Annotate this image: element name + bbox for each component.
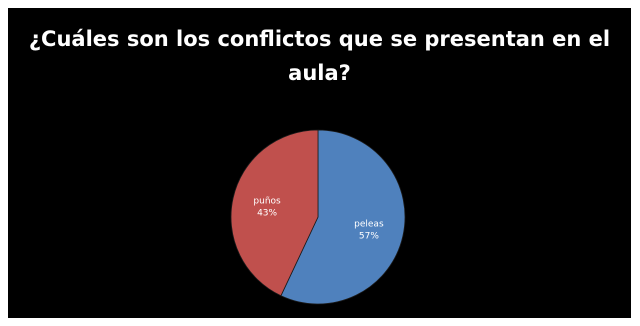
slice-label-puños: puños <box>253 197 281 207</box>
pie-labels: peleas 57% puños 43% <box>253 197 384 242</box>
chart-panel: ¿Cuáles son los conflictos que se presen… <box>8 8 631 318</box>
slice-label-peleas: peleas <box>354 219 384 229</box>
slice-percent-puños: 43% <box>257 209 277 219</box>
slice-percent-peleas: 57% <box>359 231 379 241</box>
pie-slice-puños <box>230 129 319 297</box>
chart-title: ¿Cuáles son los conflictos que se presen… <box>28 27 611 85</box>
pie-slice-peleas <box>280 129 406 305</box>
pie-slices <box>230 129 406 305</box>
pie-chart: peleas 57% puños 43% <box>230 129 406 305</box>
